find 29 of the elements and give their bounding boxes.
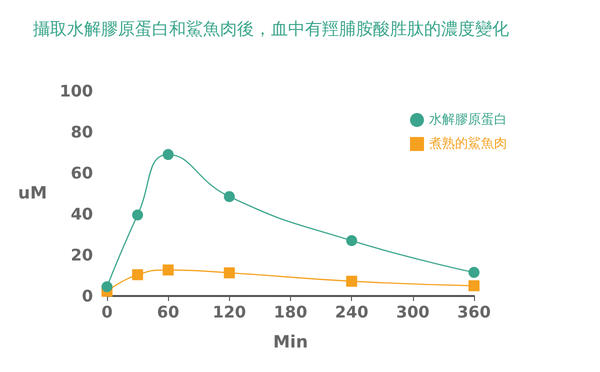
x-tick-label: 360 [457, 302, 491, 322]
x-tick-label: 240 [334, 302, 368, 322]
y-tick-label: 0 [82, 286, 93, 306]
point [468, 266, 480, 278]
y-tick-label: 100 [60, 82, 93, 100]
point [346, 235, 358, 246]
chart-title: 攝取水解膠原蛋白和鯊魚肉後，血中有羥脯胺酸胜肽的濃度變化 [33, 20, 509, 40]
point [162, 264, 174, 276]
x-tick-label: 120 [212, 302, 246, 322]
point [468, 280, 480, 292]
point [224, 267, 235, 278]
point [132, 210, 144, 221]
point [346, 276, 358, 287]
x-tick-label: 300 [396, 302, 430, 322]
x-tick-label: 60 [157, 302, 180, 322]
point [102, 281, 112, 292]
y-tick-label: 40 [70, 204, 93, 224]
y-tick-label: 60 [70, 164, 93, 182]
legend-label: 煮熟的鯊魚肉 [429, 136, 507, 152]
y-tick-label: 20 [70, 246, 93, 264]
point [132, 269, 144, 280]
x-tick-label: 180 [274, 302, 308, 322]
x-tick-label: 0 [101, 302, 113, 322]
point [162, 149, 174, 160]
x-axis-title: Min [273, 332, 308, 352]
y-tick-label: 80 [70, 122, 93, 142]
y-axis-title: uM [18, 184, 47, 204]
point [224, 191, 235, 202]
legend-label: 水解膠原蛋白 [429, 112, 507, 128]
